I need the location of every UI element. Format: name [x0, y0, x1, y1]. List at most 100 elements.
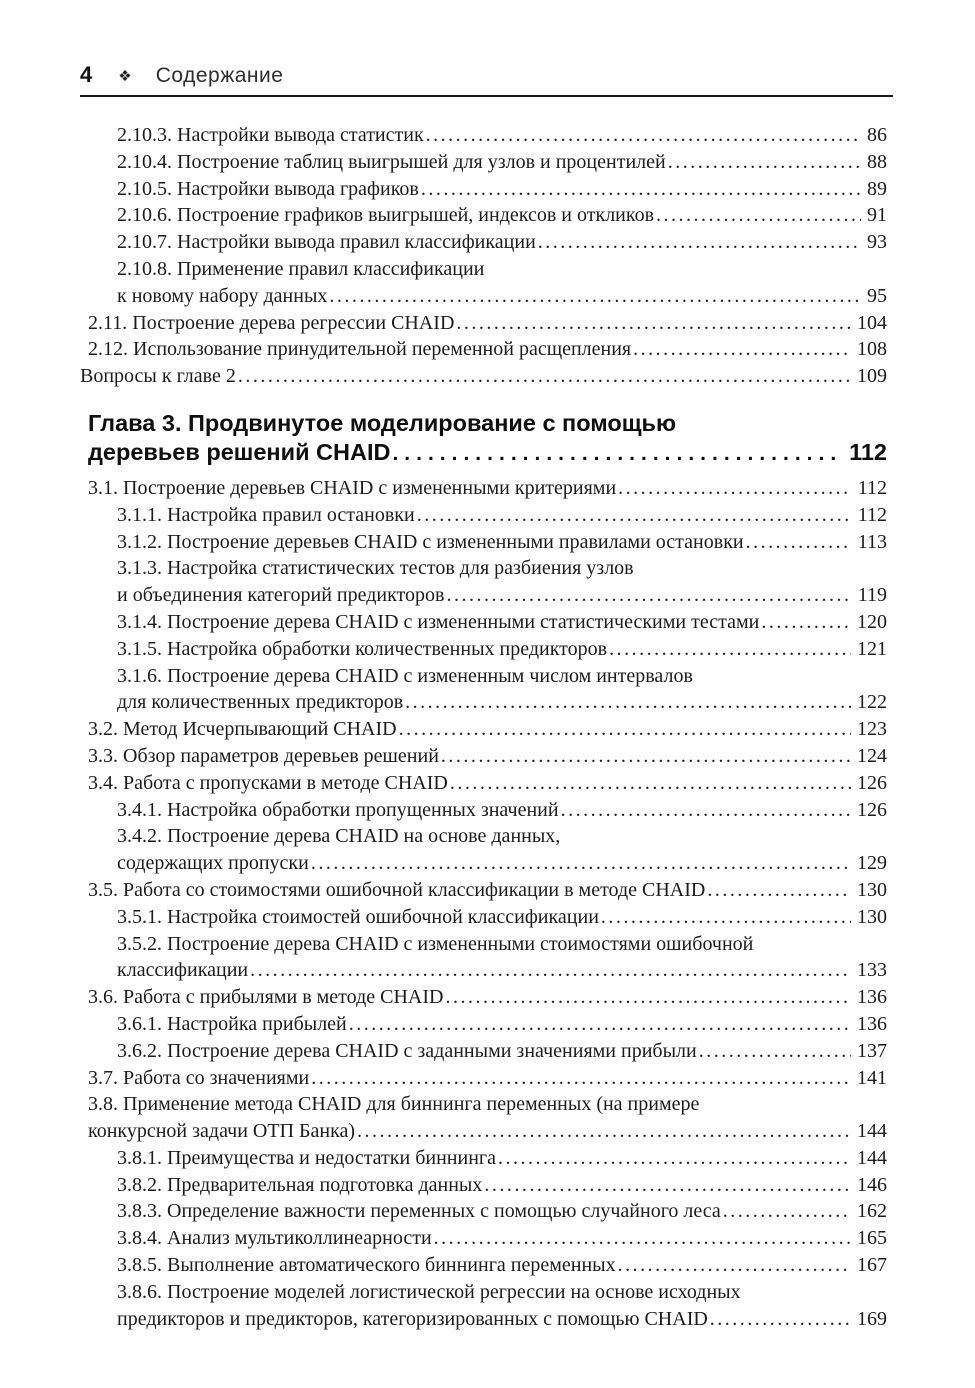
entry-text: содержащих пропуски — [117, 852, 309, 875]
dot-leader — [538, 229, 861, 256]
toc-entry: 3.8. Применение метода CHAID для биннинг… — [80, 1091, 887, 1118]
dot-leader — [450, 770, 851, 797]
dot-leader — [349, 1011, 851, 1038]
toc-entry: 2.10.4. Построение таблиц выигрышей для … — [80, 149, 887, 176]
entry-text: 3.1. Построение деревьев CHAID с изменен… — [88, 476, 617, 499]
entry-text: 2.10.7. Настройки вывода правил классифи… — [117, 231, 536, 254]
entry-page-number: 113 — [857, 530, 887, 553]
dot-leader — [633, 336, 851, 363]
entry-text: 3.5. Работа со стоимостями ошибочной кла… — [88, 878, 706, 901]
dot-leader — [710, 1306, 851, 1333]
entry-text: классификации — [117, 959, 249, 982]
dot-leader — [250, 957, 851, 984]
toc-entry: конкурсной задачи ОТП Банка) 144 — [80, 1118, 887, 1145]
entry-text: 3.7. Работа со значениями — [88, 1066, 310, 1089]
dot-leader — [601, 904, 851, 931]
header-rule — [80, 95, 893, 97]
toc-entry: 2.11. Построение дерева регрессии CHAID … — [80, 310, 887, 337]
entry-page-number: 136 — [857, 1012, 887, 1035]
entry-text: 3.1.4. Построение дерева CHAID с изменен… — [117, 610, 760, 633]
toc-entry: предикторов и предикторов, категоризиров… — [80, 1306, 887, 1333]
dot-leader — [392, 438, 836, 468]
toc-entry: 3.1.6. Построение дерева CHAID с изменен… — [80, 663, 887, 690]
dot-leader — [238, 363, 851, 390]
entry-text: 3.8.4. Анализ мультиколлинеарности — [117, 1227, 432, 1250]
entry-page-number: 108 — [857, 338, 887, 361]
toc-entry: 3.8.5. Выполнение автоматического биннин… — [80, 1252, 887, 1279]
toc-entry: 3.1.4. Построение дерева CHAID с изменен… — [80, 609, 887, 636]
entry-text: 3.4.1. Настройка обработки пропущенных з… — [117, 798, 559, 821]
diamond-icon: ❖ — [118, 68, 132, 85]
toc-entry: содержащих пропуски 129 — [80, 850, 887, 877]
dot-leader — [761, 609, 851, 636]
dot-leader — [405, 689, 851, 716]
toc-entry: и объединения категорий предикторов 119 — [80, 582, 887, 609]
entry-text: 3.1.5. Настройка обработки количественны… — [117, 637, 608, 660]
dot-leader — [723, 1198, 851, 1225]
toc-entry: 3.8.1. Преимущества и недостатки биннинг… — [80, 1145, 887, 1172]
entry-text: 2.10.6. Построение графиков выигрышей, и… — [117, 204, 655, 227]
entry-text: и объединения категорий предикторов — [117, 584, 445, 607]
entry-page-number: 93 — [867, 231, 887, 254]
toc-entry: Вопросы к главе 2 109 — [80, 363, 887, 390]
entry-text: 3.1.3. Настройка статистических тестов д… — [117, 557, 634, 580]
dot-leader — [311, 1065, 851, 1092]
dot-leader — [445, 984, 851, 1011]
dot-leader — [417, 502, 852, 529]
entry-text: к новому набору данных — [117, 284, 328, 307]
entry-page-number: 144 — [857, 1146, 887, 1169]
entry-text: 3.5.2. Построение дерева CHAID с изменен… — [117, 932, 754, 955]
entry-text: 3.6. Работа с прибылями в методе CHAID — [88, 986, 444, 1009]
toc-entry: 3.5. Работа со стоимостями ошибочной кла… — [80, 877, 887, 904]
entry-text: предикторов и предикторов, категоризиров… — [117, 1307, 708, 1330]
entry-text: 3.3. Обзор параметров деревьев решений — [88, 744, 439, 767]
entry-page-number: 120 — [857, 610, 887, 633]
toc-entry: 3.8.4. Анализ мультиколлинеарности 165 — [80, 1225, 887, 1252]
entry-page-number: 144 — [857, 1120, 887, 1143]
dot-leader — [426, 122, 861, 149]
toc-entry: 3.4. Работа с пропусками в методе CHAID … — [80, 770, 887, 797]
dot-leader — [609, 636, 851, 663]
toc-entry: 2.10.8. Применение правил классификации — [80, 256, 887, 283]
dot-leader — [618, 475, 852, 502]
dot-leader — [421, 176, 861, 203]
entry-page-number: 124 — [857, 744, 887, 767]
dot-leader — [656, 202, 861, 229]
entry-page-number: 89 — [867, 177, 887, 200]
page-number: 4 — [80, 62, 93, 87]
entry-text: 3.1.1. Настройка правил остановки — [117, 503, 415, 526]
entry-text: 3.8.1. Преимущества и недостатки биннинг… — [117, 1146, 496, 1169]
entry-page-number: 136 — [857, 986, 887, 1009]
entry-text: Глава 3. Продвинутое моделирование с пом… — [88, 409, 677, 436]
toc-entry: для количественных предикторов 122 — [80, 689, 887, 716]
toc-entry: 3.6.1. Настройка прибылей 136 — [80, 1011, 887, 1038]
dot-leader — [434, 1225, 851, 1252]
dot-leader — [329, 283, 861, 310]
entry-page-number: 122 — [857, 691, 887, 714]
entry-page-number: 88 — [867, 150, 887, 173]
entry-page-number: 165 — [857, 1227, 887, 1250]
toc-entry: 3.1.3. Настройка статистических тестов д… — [80, 555, 887, 582]
entry-text: деревьев решений CHAID — [88, 438, 391, 465]
entry-text: конкурсной задачи ОТП Банка) — [88, 1120, 356, 1143]
entry-text: 3.1.2. Построение деревьев CHAID с измен… — [117, 530, 744, 553]
entry-page-number: 95 — [867, 284, 887, 307]
entry-page-number: 112 — [857, 476, 887, 499]
toc-entry: 3.1.5. Настройка обработки количественны… — [80, 636, 887, 663]
toc-entry: 3.6. Работа с прибылями в методе CHAID 1… — [80, 984, 887, 1011]
dot-leader — [357, 1118, 851, 1145]
toc-entry: 3.6.2. Построение дерева CHAID с заданны… — [80, 1038, 887, 1065]
dot-leader — [399, 716, 851, 743]
entry-page-number: 126 — [857, 771, 887, 794]
toc-entry: к новому набору данных 95 — [80, 283, 887, 310]
dot-leader — [699, 1038, 851, 1065]
toc-entry: 3.5.1. Настройка стоимостей ошибочной кл… — [80, 904, 887, 931]
entry-page-number: 167 — [857, 1254, 887, 1277]
entry-text: 2.10.4. Построение таблиц выигрышей для … — [117, 150, 666, 173]
toc-entry: 3.1. Построение деревьев CHAID с изменен… — [80, 475, 887, 502]
entry-text: 3.4. Работа с пропусками в методе CHAID — [88, 771, 448, 794]
dot-leader — [707, 877, 851, 904]
entry-text: 3.8.5. Выполнение автоматического биннин… — [117, 1254, 616, 1277]
entry-text: 3.5.1. Настройка стоимостей ошибочной кл… — [117, 905, 599, 928]
